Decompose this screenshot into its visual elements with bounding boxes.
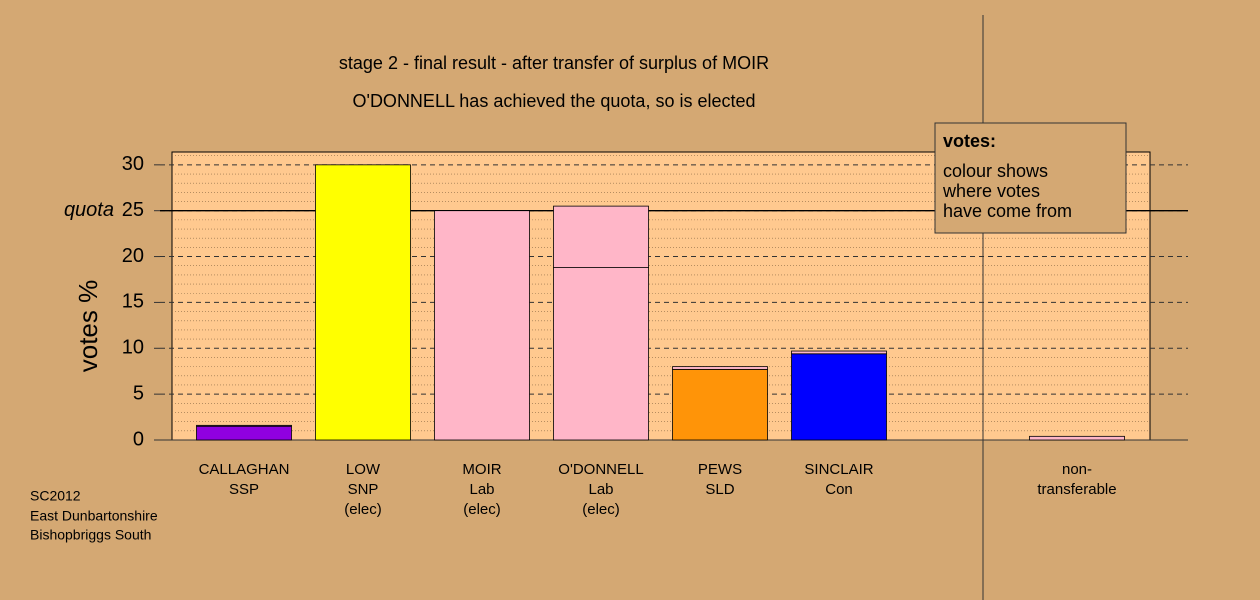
bar-segment [791, 353, 887, 441]
legend-text: have come from [943, 201, 1072, 221]
quota-label: quota [64, 199, 114, 221]
bar-segment [553, 267, 649, 441]
legend-title: votes: [943, 131, 996, 151]
footnote: East Dunbartonshire [30, 508, 158, 524]
footnote: Bishopbriggs South [30, 527, 151, 543]
y-tick-label: 30 [122, 153, 144, 175]
y-tick-label: 20 [122, 245, 144, 267]
x-tick-label: PEWS [698, 461, 742, 478]
x-tick-label: Con [825, 481, 853, 498]
x-tick-label: O'DONNELL [558, 461, 643, 478]
bar-segment [196, 424, 292, 427]
x-tick-label: MOIR [462, 461, 501, 478]
x-tick-label: (elec) [344, 501, 382, 518]
legend-text: where votes [942, 181, 1040, 201]
y-tick-label: 25 [122, 199, 144, 221]
y-tick-label: 0 [133, 428, 144, 450]
bar-segment [672, 366, 768, 370]
x-tick-label: SINCLAIR [804, 461, 873, 478]
x-tick-label: (elec) [463, 501, 501, 518]
x-tick-label: transferable [1037, 481, 1116, 498]
x-tick-label: SNP [348, 481, 379, 498]
legend-text: colour shows [943, 161, 1048, 181]
footnote: SC2012 [30, 488, 81, 504]
bar-segment [315, 164, 411, 441]
y-axis-label: votes % [73, 280, 103, 373]
x-tick-label: Lab [469, 481, 494, 498]
bar-segment [434, 210, 530, 441]
x-tick-label: SSP [229, 481, 259, 498]
x-tick-label: (elec) [582, 501, 620, 518]
chart-subtitle: O'DONNELL has achieved the quota, so is … [353, 91, 756, 111]
chart-title: stage 2 - final result - after transfer … [339, 53, 769, 73]
y-tick-label: 5 [133, 382, 144, 404]
bar-segment [553, 205, 649, 268]
bar-segment [672, 368, 768, 441]
bar-segment [196, 425, 292, 441]
x-tick-label: CALLAGHAN [199, 461, 290, 478]
x-tick-label: Lab [588, 481, 613, 498]
x-tick-label: SLD [705, 481, 734, 498]
y-tick-label: 15 [122, 291, 144, 313]
x-tick-label: non- [1062, 461, 1092, 478]
legend: votes: colour shows where votes have com… [934, 122, 1127, 234]
y-tick-label: 10 [122, 337, 144, 359]
legend-box [934, 122, 1127, 234]
bar-segment [791, 350, 887, 355]
x-tick-label: LOW [346, 461, 381, 478]
bar-segment [1029, 435, 1125, 441]
